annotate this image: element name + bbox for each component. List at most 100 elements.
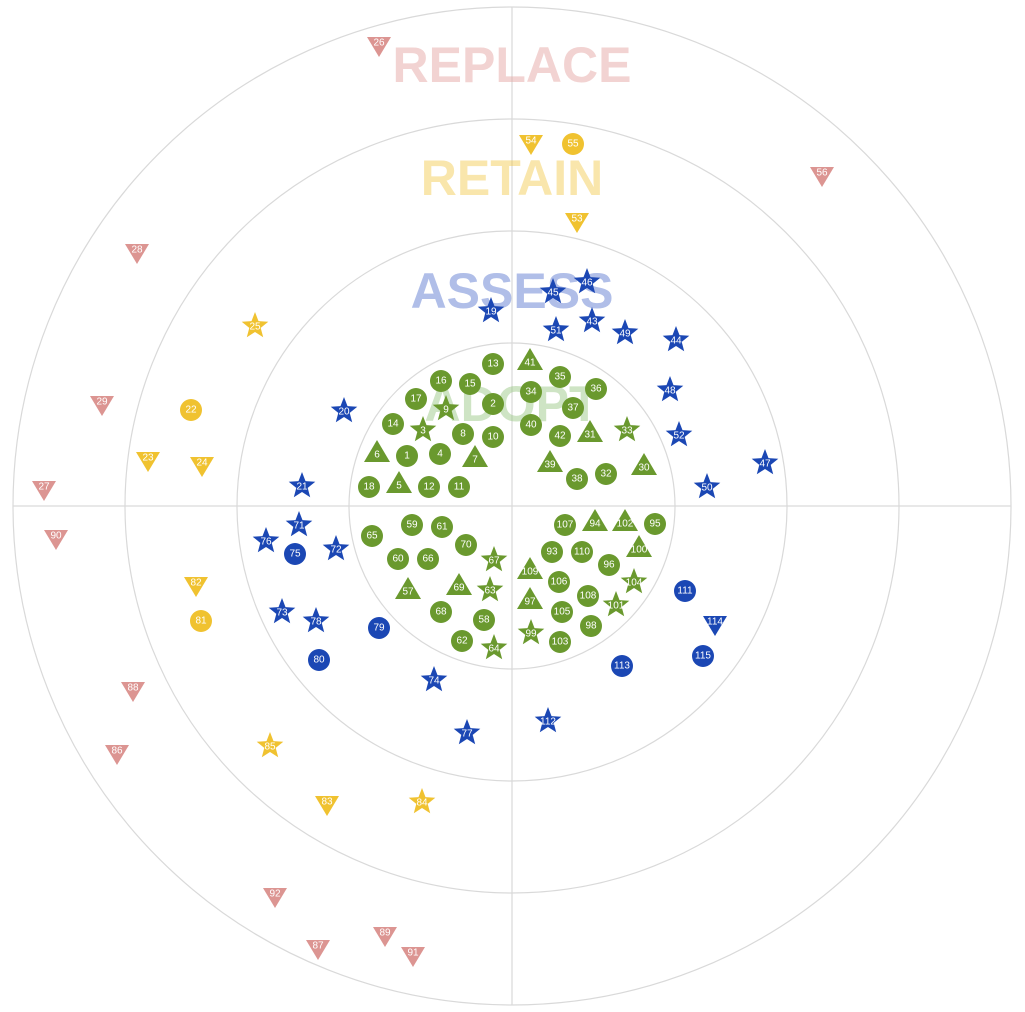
blip-27[interactable]: 27 — [32, 481, 56, 501]
blip-65[interactable]: 65 — [361, 525, 383, 547]
blip-90[interactable]: 90 — [44, 530, 68, 550]
blip-circle-marker[interactable] — [405, 388, 427, 410]
blip-circle-marker[interactable] — [520, 414, 542, 436]
blip-star-marker[interactable] — [476, 576, 504, 602]
blip-triangle-marker[interactable] — [386, 471, 412, 493]
blip-triangle-marker[interactable] — [537, 450, 563, 472]
blip-circle-marker[interactable] — [551, 601, 573, 623]
blip-87[interactable]: 87 — [306, 940, 330, 960]
blip-98[interactable]: 98 — [580, 615, 602, 637]
blip-circle-marker[interactable] — [473, 609, 495, 631]
blip-triangle-marker[interactable] — [517, 557, 543, 579]
blip-23[interactable]: 23 — [136, 452, 160, 472]
blip-56[interactable]: 56 — [810, 167, 834, 187]
blip-circle-marker[interactable] — [549, 631, 571, 653]
blip-109[interactable]: 109 — [517, 557, 543, 579]
blip-circle-marker[interactable] — [541, 541, 563, 563]
blip-star-marker[interactable] — [656, 376, 684, 402]
blip-circle-marker[interactable] — [430, 601, 452, 623]
blip-star-marker[interactable] — [241, 312, 269, 338]
blip-2[interactable]: 2 — [482, 393, 504, 415]
blip-circle-marker[interactable] — [396, 445, 418, 467]
blip-star-marker[interactable] — [409, 416, 437, 442]
blip-14[interactable]: 14 — [382, 413, 404, 435]
blip-circle-marker[interactable] — [482, 353, 504, 375]
blip-star-marker[interactable] — [322, 535, 350, 561]
blip-circle-marker[interactable] — [387, 548, 409, 570]
blip-star-marker[interactable] — [613, 416, 641, 442]
blip-star-marker[interactable] — [517, 619, 545, 645]
blip-55[interactable]: 55 — [562, 133, 584, 155]
blip-circle-marker[interactable] — [595, 463, 617, 485]
blip-triangle-down-marker[interactable] — [373, 927, 397, 947]
blip-star-marker[interactable] — [665, 421, 693, 447]
blip-circle-marker[interactable] — [598, 554, 620, 576]
blip-105[interactable]: 105 — [551, 601, 573, 623]
blip-star-marker[interactable] — [480, 634, 508, 660]
blip-102[interactable]: 102 — [612, 509, 638, 531]
blip-triangle-down-marker[interactable] — [44, 530, 68, 550]
blip-circle-marker[interactable] — [455, 534, 477, 556]
blip-triangle-down-marker[interactable] — [810, 167, 834, 187]
blip-triangle-marker[interactable] — [364, 440, 390, 462]
blip-71[interactable]: 71 — [285, 511, 313, 537]
blip-64[interactable]: 64 — [480, 634, 508, 660]
blip-76[interactable]: 76 — [252, 527, 280, 553]
blip-star-marker[interactable] — [539, 278, 567, 304]
blip-74[interactable]: 74 — [420, 666, 448, 692]
blip-circle-marker[interactable] — [417, 548, 439, 570]
blip-91[interactable]: 91 — [401, 947, 425, 967]
blip-triangle-down-marker[interactable] — [121, 682, 145, 702]
blip-40[interactable]: 40 — [520, 414, 542, 436]
blip-62[interactable]: 62 — [451, 630, 473, 652]
blip-47[interactable]: 47 — [751, 449, 779, 475]
blip-star-marker[interactable] — [480, 546, 508, 572]
blip-68[interactable]: 68 — [430, 601, 452, 623]
blip-63[interactable]: 63 — [476, 576, 504, 602]
blip-circle-marker[interactable] — [448, 476, 470, 498]
blip-44[interactable]: 44 — [662, 326, 690, 352]
blip-star-marker[interactable] — [477, 297, 505, 323]
blip-triangle-down-marker[interactable] — [367, 37, 391, 57]
blip-13[interactable]: 13 — [482, 353, 504, 375]
blip-star-marker[interactable] — [408, 788, 436, 814]
blip-triangle-marker[interactable] — [462, 445, 488, 467]
blip-circle-marker[interactable] — [361, 525, 383, 547]
blip-106[interactable]: 106 — [548, 571, 570, 593]
blip-circle-marker[interactable] — [430, 370, 452, 392]
blip-triangle-marker[interactable] — [446, 573, 472, 595]
blip-triangle-down-marker[interactable] — [306, 940, 330, 960]
blip-69[interactable]: 69 — [446, 573, 472, 595]
blip-108[interactable]: 108 — [577, 585, 599, 607]
blip-93[interactable]: 93 — [541, 541, 563, 563]
blip-circle-marker[interactable] — [520, 381, 542, 403]
blip-triangle-down-marker[interactable] — [565, 213, 589, 233]
blip-circle-marker[interactable] — [180, 399, 202, 421]
blip-38[interactable]: 38 — [566, 468, 588, 490]
blip-triangle-down-marker[interactable] — [136, 452, 160, 472]
blip-triangle-marker[interactable] — [517, 348, 543, 370]
blip-circle-marker[interactable] — [284, 543, 306, 565]
blip-triangle-down-marker[interactable] — [90, 396, 114, 416]
blip-57[interactable]: 57 — [395, 577, 421, 599]
blip-70[interactable]: 70 — [455, 534, 477, 556]
blip-star-marker[interactable] — [256, 732, 284, 758]
blip-110[interactable]: 110 — [571, 541, 593, 563]
blip-star-marker[interactable] — [620, 568, 648, 594]
blip-18[interactable]: 18 — [358, 476, 380, 498]
blip-circle-marker[interactable] — [692, 645, 714, 667]
blip-15[interactable]: 15 — [459, 373, 481, 395]
blip-53[interactable]: 53 — [565, 213, 589, 233]
blip-triangle-down-marker[interactable] — [105, 745, 129, 765]
blip-10[interactable]: 10 — [482, 426, 504, 448]
blip-circle-marker[interactable] — [674, 580, 696, 602]
blip-28[interactable]: 28 — [125, 244, 149, 264]
blip-77[interactable]: 77 — [453, 719, 481, 745]
blip-circle-marker[interactable] — [308, 649, 330, 671]
blip-112[interactable]: 112 — [534, 707, 562, 733]
blip-75[interactable]: 75 — [284, 543, 306, 565]
blip-circle-marker[interactable] — [451, 630, 473, 652]
blip-113[interactable]: 113 — [611, 655, 633, 677]
blip-60[interactable]: 60 — [387, 548, 409, 570]
blip-58[interactable]: 58 — [473, 609, 495, 631]
